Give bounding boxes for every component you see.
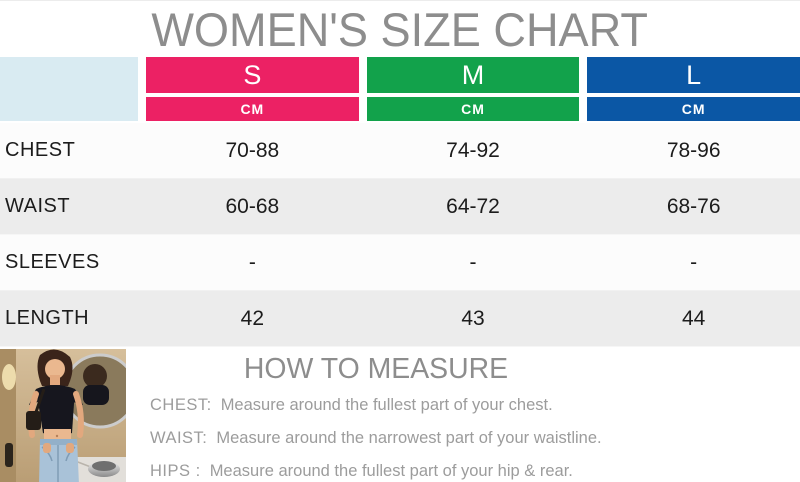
waist-value-m: 64-72 [446, 194, 500, 218]
chest-value-m: 74-92 [446, 138, 500, 162]
column-header-s: S CM [146, 57, 359, 121]
chest-value-l: 78-96 [666, 138, 721, 162]
row-label-waist: WAIST [5, 195, 71, 217]
measure-label-chest: CHEST: [150, 396, 212, 414]
length-value-l: 44 [682, 306, 706, 330]
measure-line-chest: CHEST: Measure around the fullest part of… [150, 396, 602, 415]
sleeves-value-l: - [690, 250, 698, 274]
table-corner-cell [0, 57, 138, 121]
waist-value-l: 68-76 [666, 194, 721, 218]
row-label-length: LENGTH [5, 307, 90, 329]
column-header-l: L CM [587, 57, 800, 121]
measure-text-chest: Measure around the fullest part of your … [220, 396, 553, 414]
measure-label-waist: WAIST: [150, 429, 208, 447]
length-value-s: 42 [240, 306, 265, 330]
table-row-length: LENGTH 42 43 44 [0, 291, 800, 347]
sleeves-value-m: - [469, 250, 477, 274]
unit-label-m: CM [366, 97, 580, 121]
row-label-sleeves: SLEEVES [5, 251, 100, 273]
length-value-m: 43 [461, 306, 485, 330]
sleeves-value-s: - [248, 250, 256, 274]
size-label-l: L [587, 57, 800, 93]
table-row-sleeves: SLEEVES - - - [0, 235, 800, 291]
model-photo [0, 349, 138, 482]
row-label-chest: CHEST [5, 139, 76, 161]
model-photo-illustration [0, 349, 138, 482]
measure-heading: HOW TO MEASURE [243, 353, 509, 385]
column-header-m: M CM [366, 57, 580, 121]
unit-label-l: CM [587, 97, 800, 121]
size-label-m: M [366, 57, 580, 93]
chest-value-s: 70-88 [225, 138, 280, 162]
size-table-body: CHEST 70-88 74-92 78-96 WAIST 60-68 64-7… [0, 123, 800, 347]
how-to-measure-section: HOW TO MEASURE CHEST: Measure around the … [0, 349, 800, 482]
measure-text-waist: Measure around the narrowest part of you… [216, 429, 602, 447]
table-row-waist: WAIST 60-68 64-72 68-76 [0, 179, 800, 235]
measure-line-hips: HIPS : Measure around the fullest part of… [150, 462, 602, 481]
measure-line-waist: WAIST: Measure around the narrowest part … [150, 429, 602, 448]
title-bar: WOMEN'S SIZE CHART [0, 1, 800, 57]
measure-text-hips: Measure around the fullest part of your … [209, 462, 573, 480]
unit-label-s: CM [146, 97, 359, 121]
table-row-chest: CHEST 70-88 74-92 78-96 [0, 123, 800, 179]
waist-value-s: 60-68 [225, 194, 280, 218]
measure-instructions: HOW TO MEASURE CHEST: Measure around the … [126, 349, 800, 482]
page-title: WOMEN'S SIZE CHART [151, 2, 649, 56]
measure-label-hips: HIPS : [150, 462, 201, 480]
size-table-header: S CM M CM L CM [0, 57, 800, 121]
size-label-s: S [146, 57, 359, 93]
